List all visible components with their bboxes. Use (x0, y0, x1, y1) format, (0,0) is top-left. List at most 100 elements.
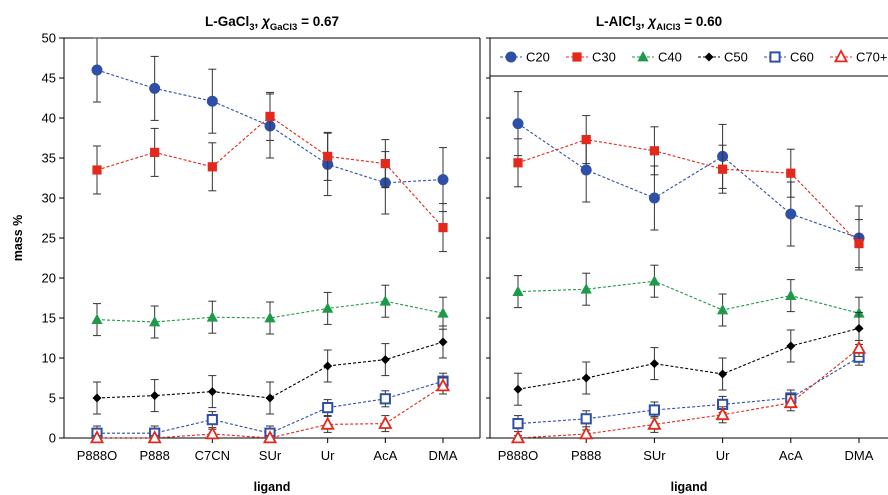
series-line (517, 139, 860, 244)
data-point (150, 147, 160, 157)
data-point (786, 341, 796, 351)
data-point (786, 168, 796, 178)
series-C70+ (510, 339, 867, 444)
x-tick-label: P888 (139, 448, 169, 463)
y-tick-label: 50 (42, 31, 56, 46)
data-point (323, 151, 333, 161)
y-tick-label: 15 (42, 311, 56, 326)
data-point (379, 295, 391, 306)
legend-label-C50: C50 (724, 50, 748, 65)
data-point (512, 118, 524, 130)
legend-marker (704, 52, 714, 62)
series-C30 (92, 91, 448, 253)
data-point (435, 378, 451, 392)
series-C20 (512, 91, 865, 271)
series-C40 (512, 264, 865, 330)
y-tick-label: 5 (49, 391, 56, 406)
y-axis-label: mass % (11, 215, 25, 262)
data-point (265, 111, 275, 121)
data-point (579, 426, 594, 440)
legend-label-C70+: C70+ (856, 50, 887, 65)
data-point (206, 414, 218, 426)
legend-marker (769, 51, 781, 63)
data-point (715, 406, 730, 421)
x-axis-label: ligand (671, 480, 708, 494)
y-tick-label: 10 (42, 351, 56, 366)
data-point (785, 208, 797, 220)
y-tick-label: 20 (42, 271, 56, 286)
legend-marker (637, 51, 649, 62)
data-point (580, 283, 592, 294)
y-tick-label: 25 (42, 231, 56, 246)
data-point (854, 239, 864, 249)
legend-label-C60: C60 (790, 50, 814, 65)
data-point (91, 313, 103, 324)
data-point (438, 223, 448, 233)
data-point (513, 158, 523, 168)
series-line (517, 347, 860, 439)
series-line (517, 356, 860, 425)
data-point (92, 393, 102, 403)
legend-marker (833, 49, 849, 63)
data-point (512, 418, 524, 430)
y-tick-label: 30 (42, 191, 56, 206)
data-point (207, 162, 217, 172)
data-point (207, 387, 217, 397)
data-point (717, 304, 729, 315)
data-point (718, 369, 728, 379)
data-point (149, 316, 161, 327)
data-point (785, 289, 797, 300)
data-point (783, 394, 798, 409)
data-point (580, 164, 592, 176)
data-point (580, 413, 592, 425)
x-tick-label: AcA (779, 448, 803, 463)
data-point (649, 146, 659, 156)
chart-title: L-GaCl3, χGaCl3 = 0.67 (205, 14, 339, 33)
data-point (380, 159, 390, 169)
data-point (581, 373, 591, 383)
data-point (322, 302, 334, 313)
legend-label-C20: C20 (526, 50, 550, 65)
y-tick-label: 35 (42, 151, 56, 166)
y-tick-label: 40 (42, 111, 56, 126)
x-tick-label: P888 (571, 448, 601, 463)
data-point (438, 337, 448, 347)
x-tick-label: DMA (845, 448, 874, 463)
x-tick-label: SUr (259, 448, 282, 463)
chart-panel-2: P888O P888 SUr Ur AcA DMA ligand L-AlCl3, χAlCl… (486, 14, 888, 494)
chart-panel-1: 0 5 10 15 20 25 30 35 40 45 50 P888O P888 C7CN SUr Ur Ac… (11, 14, 481, 494)
series-C70+ (89, 377, 451, 444)
data-point (437, 307, 449, 318)
data-point (648, 192, 660, 204)
x-tick-label: DMA (429, 448, 458, 463)
data-point (647, 416, 662, 430)
x-tick-label: P888O (498, 448, 538, 463)
data-point (264, 312, 276, 323)
data-point (92, 165, 102, 175)
data-point (437, 174, 449, 186)
data-point (149, 82, 161, 94)
legend-marker (505, 51, 517, 63)
y-tick-label: 0 (49, 431, 56, 446)
x-tick-label: P888O (77, 448, 117, 463)
legend-marker (572, 52, 582, 62)
x-tick-label: C7CN (195, 448, 230, 463)
data-point (851, 340, 867, 354)
series-line (517, 327, 860, 390)
data-point (718, 164, 728, 174)
data-point (379, 393, 391, 405)
legend-label-C40: C40 (658, 50, 682, 65)
data-point (147, 430, 162, 444)
data-point (510, 430, 526, 444)
data-point (265, 393, 275, 403)
data-point (206, 311, 218, 322)
series-line (517, 280, 860, 314)
x-tick-label: Ur (321, 448, 335, 463)
x-tick-label: AcA (373, 448, 397, 463)
data-point (320, 416, 335, 430)
series-line (517, 123, 860, 239)
x-tick-label: Ur (716, 448, 730, 463)
data-point (322, 402, 334, 414)
series-C50 (92, 325, 448, 415)
